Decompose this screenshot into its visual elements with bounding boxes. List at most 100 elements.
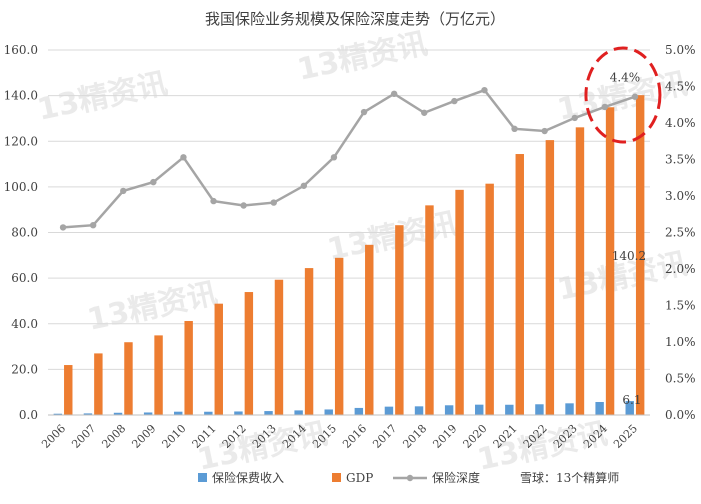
- x-axis-tick-label: 2009: [129, 422, 158, 451]
- bar-premium: [565, 403, 574, 415]
- bar-gdp: [64, 365, 73, 415]
- left-axis-tick-label: 100.0: [4, 180, 38, 194]
- watermark-text: 13精资讯: [34, 66, 170, 128]
- point-insurance-depth: [571, 114, 578, 122]
- x-axis-tick-label: 2008: [99, 422, 128, 451]
- bar-gdp: [94, 353, 103, 415]
- chart-title: 我国保险业务规模及保险深度走势（万亿元）: [205, 10, 505, 28]
- bar-premium: [354, 407, 364, 415]
- bar-premium: [324, 409, 333, 415]
- bar-gdp: [365, 244, 374, 415]
- bar-gdp: [304, 268, 314, 415]
- bars: [53, 95, 645, 416]
- point-insurance-depth: [451, 97, 458, 105]
- bar-gdp: [214, 303, 223, 415]
- line-insurance-depth: [62, 88, 636, 229]
- point-insurance-depth: [240, 202, 247, 209]
- bar-premium: [384, 406, 394, 415]
- watermark-text: 13精资讯: [324, 206, 460, 268]
- point-insurance-depth: [210, 197, 217, 205]
- right-axis-tick-label: 2.5%: [665, 226, 696, 240]
- point-insurance-depth: [360, 108, 368, 116]
- point-insurance-depth: [300, 182, 308, 189]
- legend-label-premium: 保险保费收入: [212, 470, 284, 485]
- right-axis-tick-label: 3.0%: [665, 189, 696, 203]
- bar-premium: [264, 411, 273, 415]
- bar-gdp: [154, 335, 163, 415]
- bar-gdp: [274, 279, 284, 415]
- data-label-depth: 4.4%: [610, 71, 641, 85]
- bar-gdp: [184, 321, 193, 415]
- point-insurance-depth: [120, 187, 127, 195]
- bar-premium: [53, 413, 63, 415]
- line-series: [59, 86, 639, 231]
- point-insurance-depth: [330, 154, 338, 161]
- point-insurance-depth: [511, 125, 518, 133]
- legend-label-depth: 保险深度: [432, 470, 480, 485]
- point-insurance-depth: [421, 109, 428, 116]
- bar-premium: [505, 404, 514, 415]
- point-insurance-depth: [150, 178, 157, 186]
- bar-gdp: [244, 292, 254, 415]
- left-axis-tick-label: 0.0: [19, 408, 38, 422]
- right-axis-tick-label: 4.0%: [665, 116, 696, 130]
- left-axis-tick-label: 20.0: [11, 362, 38, 376]
- bar-premium: [294, 410, 303, 415]
- point-insurance-depth: [541, 127, 548, 135]
- point-insurance-depth: [89, 222, 97, 229]
- point-insurance-depth: [390, 90, 398, 98]
- left-axis-tick-label: 80.0: [11, 226, 38, 240]
- left-axis-tick-label: 120.0: [4, 134, 38, 148]
- footer-watermark: 雪球：13个精算师: [520, 470, 619, 485]
- right-axis-tick-label: 5.0%: [665, 43, 696, 57]
- x-axis-tick-label: 2006: [39, 422, 68, 451]
- x-axis-tick-label: 2007: [69, 422, 98, 451]
- bar-gdp: [575, 127, 585, 415]
- x-axis-tick-label: 2010: [160, 422, 189, 451]
- legend-swatch-depth-marker: [406, 474, 414, 482]
- left-axis-tick-label: 140.0: [4, 89, 38, 103]
- bar-gdp: [485, 183, 494, 415]
- bar-premium: [83, 413, 93, 415]
- watermark-text: 13精资讯: [84, 276, 220, 338]
- bar-premium: [414, 406, 424, 415]
- point-insurance-depth: [601, 103, 609, 111]
- bar-gdp: [605, 107, 615, 416]
- x-axis-tick-label: 2017: [370, 422, 399, 451]
- legend-label-gdp: GDP: [346, 471, 373, 485]
- left-axis-tick-label: 160.0: [4, 43, 38, 57]
- annotations: 4.4% 140.2 6.1: [584, 46, 662, 407]
- highlight-circle: [584, 46, 662, 144]
- bar-gdp: [395, 225, 404, 415]
- data-label-premium: 6.1: [622, 393, 641, 407]
- bar-gdp: [425, 205, 434, 415]
- right-axis-tick-label: 2.0%: [665, 262, 696, 276]
- bar-gdp: [635, 95, 645, 415]
- right-axis-tick-label: 4.5%: [665, 80, 696, 94]
- bar-premium: [444, 405, 454, 415]
- bar-gdp: [124, 342, 133, 415]
- bar-premium: [595, 401, 604, 415]
- watermark-text: 13精资讯: [294, 26, 430, 88]
- right-axis-tick-label: 1.5%: [665, 299, 696, 313]
- x-axis-tick-label: 2025: [611, 422, 640, 451]
- bar-premium: [204, 411, 213, 415]
- bar-gdp: [545, 140, 555, 415]
- bar-gdp: [515, 154, 524, 415]
- legend-swatch-gdp: [332, 473, 341, 482]
- point-insurance-depth: [270, 199, 277, 206]
- legend: 保险保费收入 GDP 保险深度 雪球：13个精算师: [198, 470, 619, 485]
- bar-premium: [143, 412, 153, 415]
- legend-swatch-premium: [198, 473, 207, 482]
- right-axis-tick-label: 0.0%: [665, 408, 696, 422]
- x-axis-tick-label: 2019: [430, 422, 459, 451]
- left-axis-tick-label: 40.0: [11, 317, 38, 331]
- right-axis-tick-label: 1.0%: [665, 335, 696, 349]
- point-insurance-depth: [59, 224, 67, 231]
- bar-gdp: [334, 257, 344, 415]
- x-axis-tick-label: 2016: [340, 422, 369, 451]
- bar-premium: [475, 404, 484, 415]
- bar-premium: [535, 404, 544, 415]
